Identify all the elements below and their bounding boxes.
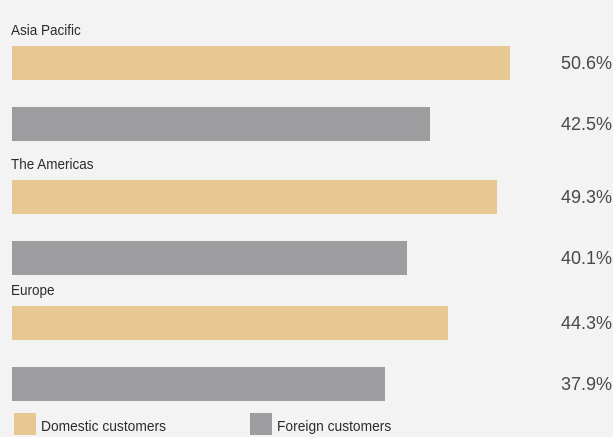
category-label: Europe	[11, 282, 55, 299]
legend-swatch	[250, 413, 272, 435]
bar	[12, 367, 385, 401]
bar	[12, 46, 510, 80]
bar	[12, 241, 407, 275]
data-label: 50.6%	[560, 53, 612, 73]
category-label: Asia Pacific	[11, 22, 81, 39]
data-label: 42.5%	[560, 114, 612, 134]
data-label: 44.3%	[560, 313, 612, 333]
bar	[12, 180, 497, 214]
bar	[12, 107, 430, 141]
legend-swatch	[14, 413, 36, 435]
data-label: 49.3%	[560, 187, 612, 207]
legend-label: Domestic customers	[41, 418, 167, 435]
legend-label: Foreign customers	[277, 418, 392, 435]
data-label: 37.9%	[560, 374, 612, 394]
bar	[12, 306, 448, 340]
data-label: 40.1%	[560, 248, 612, 268]
category-label: The Americas	[11, 156, 94, 173]
